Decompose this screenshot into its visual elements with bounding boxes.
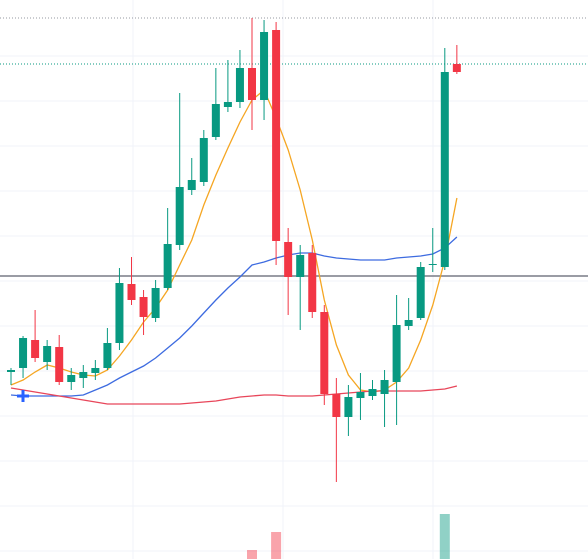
volume-bar [247,550,257,559]
moving-averages [10,88,458,405]
volume-bar [439,514,450,559]
candle-body [248,68,256,100]
candle-body [7,370,15,372]
candle-body [31,340,40,358]
candle-body [19,338,28,368]
candle-body [368,389,377,396]
candle-body [115,283,124,343]
candle-body [272,30,281,241]
candle-body [260,32,269,100]
candle-body [380,380,389,394]
candle-body [199,138,208,182]
candle-body [344,397,353,417]
candle-body [79,372,88,378]
candle-body [43,346,52,362]
candles [7,18,461,482]
vertical-grid [132,0,434,559]
candle-body [151,288,160,318]
candle-body [440,72,449,267]
candle-body [404,320,413,326]
volume-bar [271,532,282,559]
cursor-cross [17,390,29,402]
candle-body [211,104,220,137]
candle-body [223,102,232,107]
candle-body [416,267,425,318]
candle-body [55,347,64,382]
candle-body [103,343,112,368]
candle-body [428,264,437,265]
candle-body [163,244,172,288]
moving-average-line [10,88,458,393]
candle-body [175,187,184,245]
candle-body [332,394,341,417]
horizontal-grid [0,55,588,552]
candle-body [187,180,196,190]
candle-body [127,284,136,300]
moving-average-line [10,236,458,397]
price-lines [0,17,588,277]
candle-body [67,375,76,382]
candle-body [284,242,293,277]
candle-body [356,392,365,398]
candle-body [320,312,329,394]
candle-body [296,255,305,277]
candle-body [91,368,100,373]
candle-body [392,325,401,382]
volume-bars [247,514,450,559]
candle-body [139,297,148,317]
candle-body [308,253,317,312]
candle-body [235,68,244,102]
candle-body [452,64,461,72]
